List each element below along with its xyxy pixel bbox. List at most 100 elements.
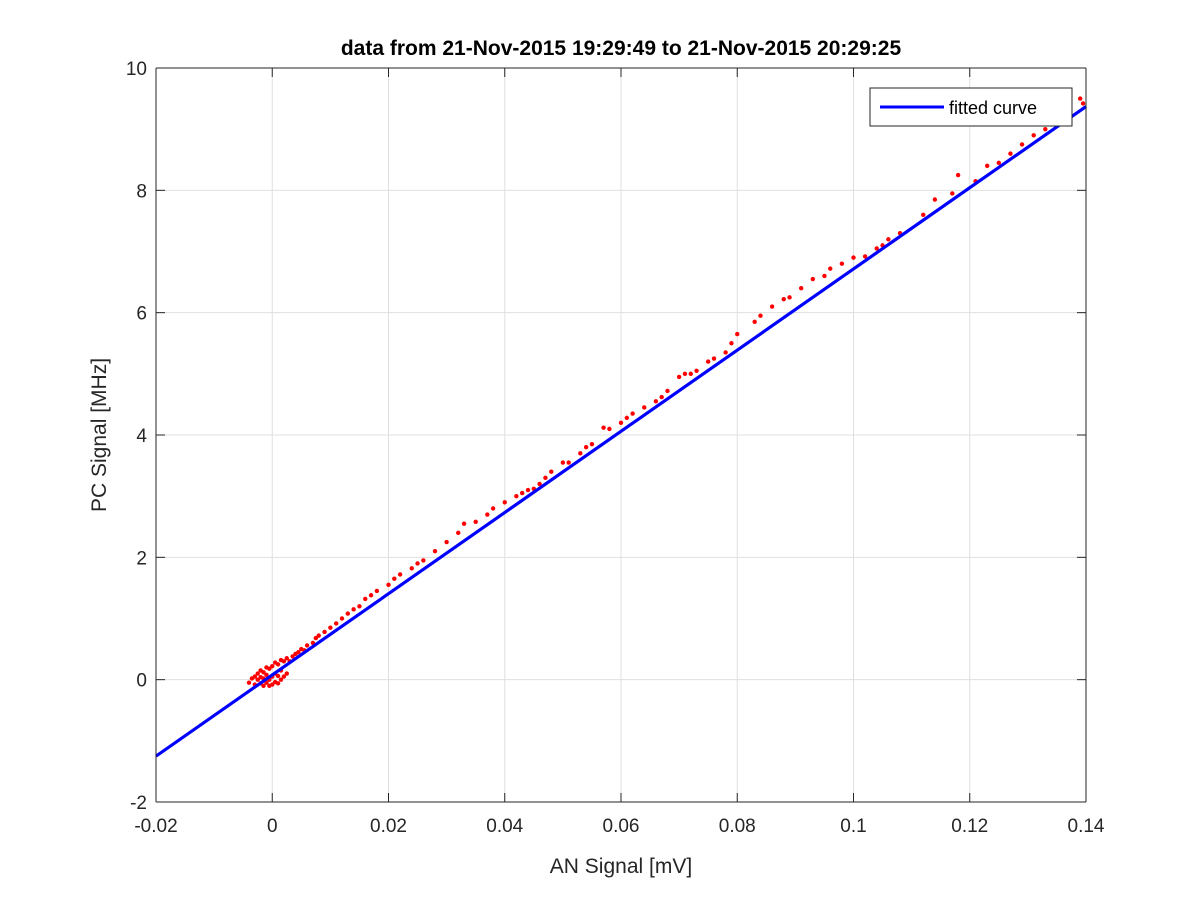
data-point-30 (281, 674, 287, 679)
data-point-106 (828, 266, 833, 271)
data-point-114 (921, 212, 926, 217)
data-point-54 (386, 582, 391, 588)
data-point-103 (798, 286, 804, 291)
data-point-64 (473, 519, 478, 525)
data-point-93 (705, 359, 711, 364)
data-point-25 (275, 673, 281, 679)
data-point-46 (333, 621, 339, 626)
data-point-98 (752, 319, 757, 325)
data-point-42 (313, 635, 319, 641)
y-tick-label-1: 0 (136, 671, 147, 692)
data-point-51 (363, 596, 368, 602)
chart-title: data from 21-Nov-2015 19:29:49 to 21-Nov… (341, 37, 902, 60)
x-tick-label-5: 0.08 (719, 816, 756, 837)
data-point-123 (1031, 133, 1036, 138)
data-point-95 (723, 350, 728, 355)
data-point-102 (787, 295, 792, 300)
data-point-66 (490, 506, 496, 511)
y-tick-label-5: 8 (136, 181, 147, 202)
data-point-122 (1019, 142, 1025, 147)
data-point-3 (252, 674, 258, 679)
x-axis-label: AN Signal [mV] (550, 855, 692, 878)
data-point-59 (421, 558, 426, 563)
data-point-105 (822, 273, 827, 279)
data-point-62 (456, 530, 461, 536)
data-point-13 (264, 672, 269, 677)
data-point-91 (688, 371, 693, 377)
data-point-58 (415, 561, 420, 566)
legend-label-fitted-curve: fitted curve (949, 98, 1037, 118)
data-point-110 (874, 246, 879, 251)
data-point-119 (984, 163, 990, 169)
data-point-77 (578, 451, 583, 456)
data-point-86 (653, 399, 659, 404)
data-point-61 (444, 539, 449, 545)
data-point-18 (270, 682, 275, 687)
data-point-117 (955, 172, 961, 178)
data-point-73 (543, 475, 548, 481)
data-point-101 (781, 297, 786, 302)
data-point-4 (255, 677, 260, 682)
data-point-33 (284, 656, 289, 661)
data-point-48 (345, 611, 351, 616)
data-point-78 (583, 445, 589, 450)
x-tick-label-2: 0.02 (370, 816, 407, 837)
data-point-68 (514, 493, 519, 499)
data-point-100 (769, 304, 775, 309)
data-point-20 (270, 664, 275, 669)
data-point-43 (316, 633, 321, 638)
x-tick-label-6: 0.1 (840, 816, 866, 837)
data-point-70 (525, 487, 531, 493)
data-point-76 (566, 460, 571, 465)
data-point-35 (290, 654, 295, 659)
x-tick-label-1: 0 (267, 816, 278, 837)
legend: fitted curve (869, 87, 1073, 127)
data-point-90 (682, 371, 688, 377)
data-point-63 (461, 521, 467, 526)
data-point-89 (676, 374, 682, 380)
data-point-99 (758, 313, 763, 318)
data-point-47 (339, 616, 345, 621)
fitted-curve-line (155, 105, 1087, 758)
data-point-79 (589, 441, 595, 447)
data-point-57 (409, 566, 414, 571)
data-point-124 (1043, 126, 1048, 132)
y-tick-label-0: -2 (130, 793, 147, 814)
data-point-81 (607, 426, 612, 432)
data-point-52 (368, 593, 374, 598)
data-point-97 (735, 331, 740, 337)
data-point-45 (328, 625, 333, 630)
fitted-curve-series (155, 105, 1087, 758)
y-tick-label-2: 2 (136, 548, 147, 569)
data-point-121 (1008, 151, 1013, 156)
data-point-49 (351, 607, 356, 612)
y-tick-label-4: 6 (136, 304, 147, 325)
data-point-17 (267, 666, 272, 671)
data-point-69 (519, 490, 525, 496)
data-point-94 (711, 356, 717, 361)
data-point-107 (839, 261, 845, 266)
data-point-9 (261, 683, 266, 688)
data-point-60 (432, 549, 438, 554)
scatter-series (246, 96, 1086, 688)
data-point-116 (950, 191, 955, 196)
data-point-72 (537, 481, 542, 487)
data-point-67 (502, 500, 507, 505)
data-point-65 (485, 512, 490, 517)
data-point-56 (397, 572, 403, 577)
data-point-55 (392, 576, 397, 581)
data-point-80 (601, 425, 606, 430)
data-point-92 (694, 368, 699, 373)
data-point-40 (304, 643, 310, 648)
data-point-115 (932, 197, 938, 202)
data-point-26 (275, 662, 281, 667)
data-point-120 (996, 160, 1002, 166)
x-tick-label-3: 0.04 (486, 816, 523, 837)
data-point-27 (278, 677, 284, 682)
data-point-44 (322, 629, 327, 635)
y-tick-label-6: 10 (126, 59, 147, 80)
ticks: -0.02 0 0.02 0.04 0.06 0.08 0.1 0.12 0.14 -2 0 2 4 6 8… (126, 59, 1105, 837)
data-point-37 (296, 649, 301, 655)
data-point-128 (1080, 101, 1086, 106)
